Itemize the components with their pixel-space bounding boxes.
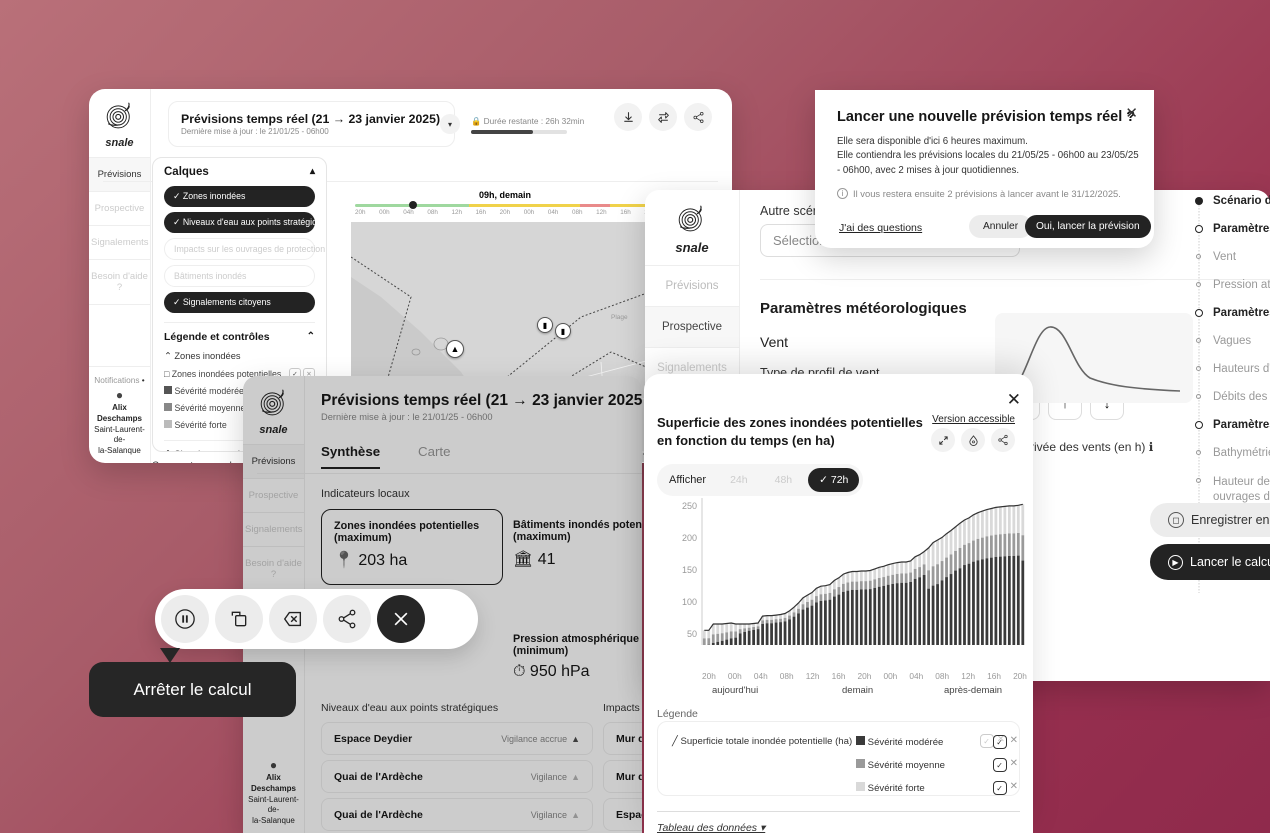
svg-text:50: 50	[687, 629, 697, 639]
svg-text:250: 250	[682, 501, 697, 511]
svg-text:100: 100	[682, 597, 697, 607]
svg-text:150: 150	[682, 565, 697, 575]
svg-text:200: 200	[682, 533, 697, 543]
